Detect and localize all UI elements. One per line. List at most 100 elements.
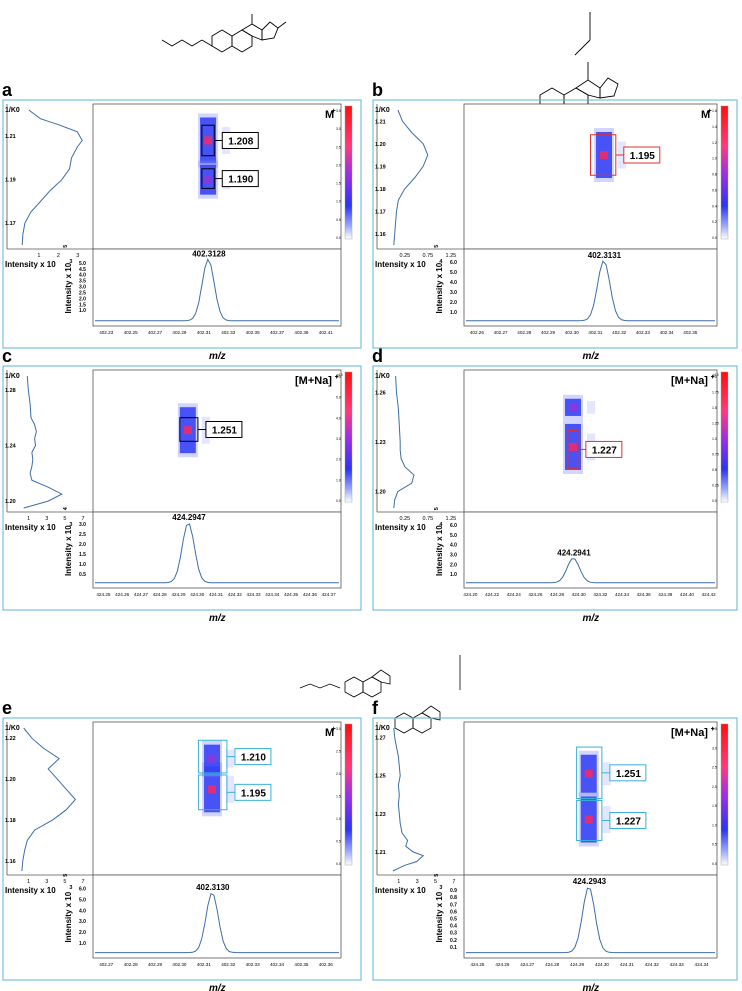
- panel-letter: d: [372, 346, 383, 366]
- mobilogram-trace: [392, 727, 425, 872]
- mz-tick-label: 402.26: [470, 330, 484, 335]
- panel-b: b1/K01.211.201.191.181.171.160.25 0.75 1.2…: [372, 80, 738, 362]
- spectrum-y-tick: 3.5: [79, 279, 86, 285]
- mobility-value-box: [205, 420, 243, 438]
- heatmap-spot-core: [569, 442, 578, 451]
- intensity-tick-label: 1.25: [446, 516, 457, 522]
- y-tick-label: 1.19: [375, 164, 386, 170]
- spectrum-trace: [466, 558, 715, 584]
- y-tick-label: 1.24: [5, 443, 17, 449]
- intensity-tick-label: 3: [416, 879, 419, 885]
- mz-tick-label: 424.26: [115, 592, 129, 597]
- panel-frame: [372, 99, 738, 349]
- mobility-value-label: 1.190: [228, 175, 253, 186]
- intensity-tick-label: 0.75: [423, 516, 434, 522]
- peak-mz-label: 402.3128: [192, 250, 226, 259]
- spectrum-area: [463, 874, 718, 959]
- color-scale-tick: 1.0: [712, 437, 717, 441]
- mz-tick-label: 424.32: [645, 962, 659, 967]
- spectrum-y-tick: 3.0: [79, 522, 86, 528]
- peak-mz-label: 424.2941: [557, 548, 591, 557]
- intensity-axis-exponent: 4: [439, 259, 443, 265]
- spectrum-y-exponent: 5: [434, 874, 440, 877]
- intensity-axis-exponent: 3: [69, 522, 72, 528]
- mobility-value-box: [221, 170, 259, 188]
- panel-frame: [372, 717, 738, 981]
- spectrum-y-tick: 0.8: [450, 895, 457, 901]
- color-scale-tick: 1.5: [712, 804, 717, 808]
- mz-tick-label: 402.34: [270, 962, 284, 967]
- color-scale-bar: [720, 371, 729, 503]
- y-axis-label: 1/K0: [5, 107, 20, 114]
- color-scale-tick: 6.0: [336, 375, 341, 379]
- spectrum-y-tick: 0.4: [450, 924, 457, 930]
- x-axis-label: m/z: [583, 613, 600, 624]
- mz-tick-label: 402.30: [172, 962, 186, 967]
- ion-charge: +: [332, 726, 336, 733]
- mz-tick-label: 402.29: [541, 330, 555, 335]
- spectrum-y-tick: 4.5: [79, 267, 86, 273]
- color-scale-tick: 2.0: [336, 163, 341, 167]
- color-scale-tick: 3.0: [336, 727, 341, 731]
- color-scale-tick: 1.0: [712, 823, 717, 827]
- intensity-tick-label: 1: [397, 879, 400, 885]
- mz-tick-label: 402.35: [246, 330, 260, 335]
- spectrum-y-tick: 3.0: [450, 290, 457, 296]
- spectrum-y-tick: 4.0: [450, 543, 457, 549]
- mz-tick-label: 424.25: [96, 592, 110, 597]
- color-scale-tick: 3.5: [336, 109, 341, 113]
- intensity-tick-label: 2: [57, 253, 60, 259]
- panel-letter: f: [372, 698, 379, 718]
- color-scale-tick: 1.0: [336, 200, 341, 204]
- y-axis-label: 1/K0: [5, 725, 20, 732]
- ion-charge: +: [708, 108, 712, 115]
- mz-tick-label: 424.40: [680, 592, 694, 597]
- ion-charge: +: [332, 108, 336, 115]
- mz-tick-label: 424.32: [593, 592, 607, 597]
- spectrum-y-tick: 2.0: [450, 300, 457, 306]
- mz-tick-label: 424.36: [303, 592, 317, 597]
- mz-tick-label: 424.38: [658, 592, 672, 597]
- mz-tick-label: 402.35: [683, 330, 697, 335]
- heatmap-spot-core: [183, 426, 192, 435]
- color-scale-tick: 0.4: [712, 204, 717, 208]
- heatmap-spot-core: [569, 403, 578, 412]
- spectrum-y-tick: 0.5: [450, 917, 457, 923]
- heatmap-spot-core: [204, 175, 213, 184]
- mz-tick-label: 402.30: [565, 330, 579, 335]
- mobility-value-box: [234, 748, 272, 766]
- spectrum-y-tick: 1.0: [450, 572, 457, 578]
- y-tick-label: 1.22: [5, 736, 16, 742]
- color-scale-bar: [720, 105, 729, 240]
- x-axis-label: m/z: [583, 351, 600, 362]
- x-axis-label: m/z: [209, 613, 226, 624]
- mz-tick-label: 402.31: [197, 330, 211, 335]
- heatmap-isotope-spot: [602, 806, 611, 834]
- intensity-tick-label: 0.75: [423, 253, 434, 259]
- color-scale-exponent: x10: [713, 373, 719, 377]
- mz-tick-label: 424.27: [134, 592, 148, 597]
- mz-tick-label: 402.29: [172, 330, 186, 335]
- color-scale-tick: 3.0: [336, 437, 341, 441]
- y-tick-label: 1.17: [375, 209, 386, 215]
- color-scale-bar: [720, 723, 729, 866]
- spectrum-y-label: Intensity x 10: [435, 525, 444, 576]
- color-scale-tick: 2.0: [712, 785, 717, 789]
- spectrum-trace: [466, 887, 715, 954]
- mz-tick-label: 424.27: [520, 962, 534, 967]
- y-tick-label: 1.18: [5, 818, 16, 824]
- color-scale-tick: 0.75: [712, 453, 719, 457]
- mz-tick-label: 424.31: [620, 962, 634, 967]
- y-axis-label: 1/K0: [375, 373, 390, 380]
- mz-tick-label: 424.30: [595, 962, 609, 967]
- ion-label: M: [325, 109, 334, 121]
- spectrum-y-tick: 3.0: [79, 919, 86, 925]
- color-scale-tick: 0.5: [712, 843, 717, 847]
- y-tick-label: 1.23: [375, 812, 386, 818]
- y-tick-label: 1.17: [5, 221, 16, 227]
- y-tick-label: 1.20: [375, 490, 386, 496]
- mobilogram-trace: [23, 375, 63, 509]
- y-tick-label: 1.16: [375, 232, 386, 238]
